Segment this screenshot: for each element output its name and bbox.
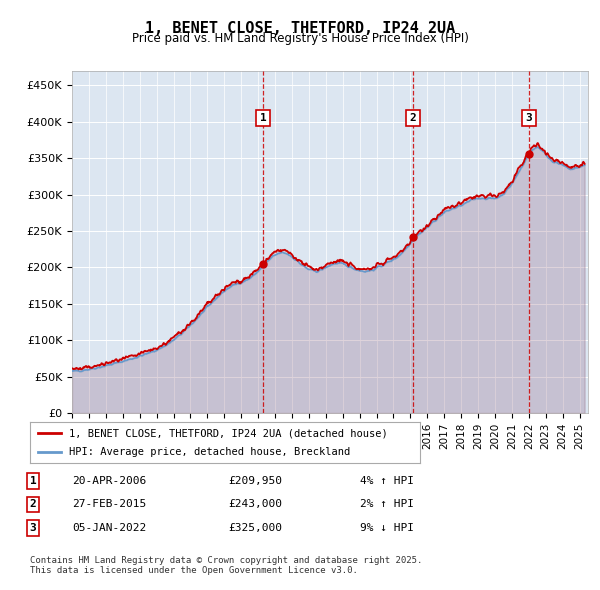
Text: £209,950: £209,950 bbox=[228, 476, 282, 486]
Text: 27-FEB-2015: 27-FEB-2015 bbox=[72, 500, 146, 509]
Text: 3: 3 bbox=[526, 113, 532, 123]
Text: 2: 2 bbox=[29, 500, 37, 509]
Text: Contains HM Land Registry data © Crown copyright and database right 2025.
This d: Contains HM Land Registry data © Crown c… bbox=[30, 556, 422, 575]
Text: 9% ↓ HPI: 9% ↓ HPI bbox=[360, 523, 414, 533]
Text: Price paid vs. HM Land Registry's House Price Index (HPI): Price paid vs. HM Land Registry's House … bbox=[131, 32, 469, 45]
Text: 1: 1 bbox=[29, 476, 37, 486]
Text: 1, BENET CLOSE, THETFORD, IP24 2UA (detached house): 1, BENET CLOSE, THETFORD, IP24 2UA (deta… bbox=[69, 428, 388, 438]
Text: 4% ↑ HPI: 4% ↑ HPI bbox=[360, 476, 414, 486]
Text: £325,000: £325,000 bbox=[228, 523, 282, 533]
Text: 2% ↑ HPI: 2% ↑ HPI bbox=[360, 500, 414, 509]
Text: 1: 1 bbox=[260, 113, 266, 123]
Text: 05-JAN-2022: 05-JAN-2022 bbox=[72, 523, 146, 533]
Text: £243,000: £243,000 bbox=[228, 500, 282, 509]
Text: 20-APR-2006: 20-APR-2006 bbox=[72, 476, 146, 486]
Text: 2: 2 bbox=[410, 113, 416, 123]
Text: 3: 3 bbox=[29, 523, 37, 533]
Text: HPI: Average price, detached house, Breckland: HPI: Average price, detached house, Brec… bbox=[69, 447, 350, 457]
Text: 1, BENET CLOSE, THETFORD, IP24 2UA: 1, BENET CLOSE, THETFORD, IP24 2UA bbox=[145, 21, 455, 35]
